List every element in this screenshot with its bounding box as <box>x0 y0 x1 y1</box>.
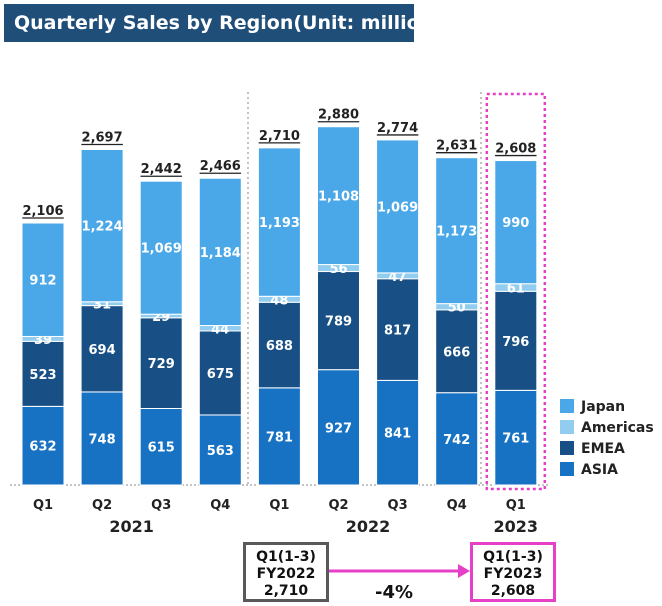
data-label-japan: 990 <box>502 216 529 231</box>
data-label-japan: 1,108 <box>318 190 359 205</box>
bar-segment-asia <box>257 387 301 486</box>
legend-label-emea: EMEA <box>581 441 625 457</box>
data-label-japan: 1,193 <box>259 216 300 231</box>
bar-segment-emea <box>257 301 301 389</box>
data-label-emea: 729 <box>148 357 175 372</box>
highlight-box <box>485 92 547 491</box>
data-label-japan: 1,184 <box>200 246 241 261</box>
year-label: 2022 <box>346 517 391 536</box>
data-label-asia: 742 <box>443 433 470 448</box>
bar-segment-asia <box>21 405 65 486</box>
data-label-emea: 688 <box>266 339 293 354</box>
data-label-americas: 56 <box>329 262 347 277</box>
total-label: 2,442 <box>141 162 182 177</box>
total-label: 2,608 <box>495 142 536 157</box>
legend-swatch-emea <box>560 441 574 455</box>
legend-swatch-japan <box>560 399 574 413</box>
legend-label-asia: ASIA <box>581 462 618 478</box>
data-label-japan: 1,173 <box>436 225 477 240</box>
data-label-asia: 563 <box>207 444 234 459</box>
bar-segment-japan <box>198 177 242 327</box>
data-label-japan: 1,069 <box>377 200 418 215</box>
x-tick-label: Q2 <box>92 498 112 513</box>
legend-swatch-asia <box>560 462 574 476</box>
data-label-asia: 841 <box>384 427 411 442</box>
x-tick-label: Q1 <box>33 498 53 513</box>
total-label: 2,631 <box>436 139 477 154</box>
bar-segment-emea <box>139 317 183 409</box>
x-tick-label: Q3 <box>388 498 408 513</box>
legend-label-japan: Japan <box>580 399 625 415</box>
data-label-americas: 50 <box>448 301 466 316</box>
data-label-emea: 666 <box>443 345 470 360</box>
x-tick-label: Q4 <box>447 498 467 513</box>
x-tick-label: Q2 <box>328 498 348 513</box>
bar-segment-japan <box>317 126 360 266</box>
comparison-box-line: 2,710 <box>263 583 309 599</box>
bar-segment-japan <box>435 157 479 305</box>
bar-segment-emea <box>80 305 124 393</box>
comparison-box-line: Q1(1-3) <box>256 549 316 565</box>
bar-segment-emea <box>435 309 479 394</box>
bar-segment-emea <box>494 290 538 391</box>
legend-label-americas: Americas <box>581 420 654 436</box>
data-label-americas: 47 <box>389 270 407 285</box>
total-label: 2,697 <box>82 130 123 145</box>
change-percentage: -4% <box>375 582 414 603</box>
data-label-emea: 694 <box>89 343 116 358</box>
bar-segment-asia <box>317 369 360 486</box>
data-label-americas: 48 <box>270 293 288 308</box>
bar-segment-japan <box>139 180 183 315</box>
data-label-emea: 796 <box>502 335 529 350</box>
data-label-asia: 632 <box>29 440 56 455</box>
comparison-arrow-head <box>458 564 470 578</box>
year-label: 2021 <box>109 517 154 536</box>
bar-segment-asia <box>376 379 420 486</box>
bar-segment-asia <box>139 407 183 486</box>
data-label-asia: 927 <box>325 421 352 436</box>
bar-segment-japan <box>80 148 124 303</box>
data-label-asia: 781 <box>266 430 293 445</box>
data-label-emea: 523 <box>29 368 56 383</box>
data-label-japan: 912 <box>29 274 56 289</box>
data-label-japan: 1,224 <box>82 220 123 235</box>
bar-segment-japan <box>21 222 65 337</box>
bar-segment-asia <box>198 414 242 486</box>
data-label-asia: 761 <box>502 432 529 447</box>
bar-segment-emea <box>317 271 360 371</box>
chart-title: Quarterly Sales by Region(Unit: million … <box>4 4 487 42</box>
bar-segment-japan <box>376 139 420 274</box>
comparison-box-fy2022: Q1(1-3) FY2022 2,710 <box>243 542 329 602</box>
total-label: 2,880 <box>318 108 359 123</box>
data-label-asia: 748 <box>89 432 116 447</box>
bar-segment-emea <box>21 340 65 407</box>
comparison-box-line: Q1(1-3) <box>483 549 543 565</box>
data-label-asia: 615 <box>148 441 175 456</box>
total-label: 2,710 <box>259 129 300 144</box>
comparison-box-fy2023: Q1(1-3) FY2023 2,608 <box>470 542 556 602</box>
data-label-japan: 1,069 <box>141 242 182 257</box>
x-tick-label: Q1 <box>506 498 526 513</box>
comparison-box-line: 2,608 <box>490 583 536 599</box>
data-label-emea: 789 <box>325 315 352 330</box>
total-label: 2,466 <box>200 159 241 174</box>
total-label: 2,774 <box>377 121 418 136</box>
data-label-emea: 675 <box>207 367 234 382</box>
bar-segment-japan <box>494 160 538 285</box>
x-tick-label: Q3 <box>151 498 171 513</box>
bar-segment-asia <box>435 392 479 486</box>
year-label: 2023 <box>494 517 539 536</box>
data-label-americas: 61 <box>507 282 525 297</box>
data-label-emea: 817 <box>384 324 411 339</box>
x-tick-label: Q4 <box>210 498 230 513</box>
comparison-box-line: FY2022 <box>256 566 316 582</box>
bar-segment-japan <box>257 147 301 297</box>
bar-segment-asia <box>80 391 124 486</box>
x-tick-label: Q1 <box>269 498 289 513</box>
legend-swatch-americas <box>560 420 574 434</box>
comparison-box-line: FY2023 <box>483 566 543 582</box>
bar-segment-emea <box>198 330 242 416</box>
total-label: 2,106 <box>22 204 63 219</box>
